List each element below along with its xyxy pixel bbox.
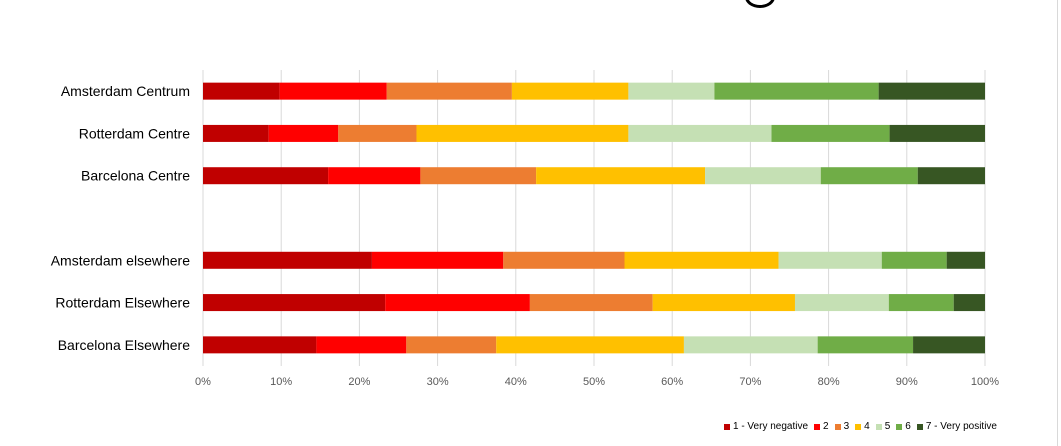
window-edge [1057,0,1058,446]
bar-segment [628,82,715,100]
bar-segment [817,336,914,354]
x-tick-label: 30% [427,376,449,388]
bar-segment [203,251,372,269]
x-tick-label: 80% [818,376,840,388]
bar-segment [420,167,537,185]
legend-item: 7 - Very positive [916,421,997,432]
bar-segment [385,294,530,312]
bar-segment [917,167,985,185]
legend-item: 4 [855,421,870,432]
x-tick-label: 70% [739,376,761,388]
bar-segment [386,82,512,100]
bar-segment [683,336,818,354]
legend-item: 2 [814,421,829,432]
bar-segment [536,167,706,185]
category-label: Barcelona Centre [81,168,190,184]
bar-segment [888,294,954,312]
legend-label: 4 [864,421,870,432]
legend-swatch [896,423,903,430]
category-label: Amsterdam elsewhere [51,252,190,268]
bar-segment [529,294,653,312]
legend-label: 5 [884,421,891,432]
legend-swatch [723,423,730,430]
legend-item: 5 [875,421,891,432]
chart-legend: 1 - Very negative 2 3 4 5 6 7 - Very positive [723,421,997,432]
legend-item: 1 - Very negative [723,421,809,432]
bar-segment [778,251,882,269]
category-label: Barcelona Elsewhere [58,337,191,353]
legend-label: 3 [843,421,850,432]
legend-item: 3 [834,421,850,432]
bar-segment [946,251,985,269]
bar-segment [889,124,985,142]
x-tick-label: 10% [270,376,292,388]
bar-segment [652,294,795,312]
legend-item: 6 [896,421,911,432]
x-tick-label: 40% [505,376,527,388]
legend-swatch [855,423,862,430]
bar-segment [878,82,985,100]
bar-segment [203,124,269,142]
bar-segment [496,336,684,354]
bar-segment [794,294,889,312]
x-tick-label: 100% [971,376,999,388]
bar-segment [371,251,504,269]
legend-label: 1 - Very negative [732,421,809,432]
bar-segment [714,82,879,100]
bar-segment [203,82,280,100]
bar-segment [705,167,821,185]
legend-label: 7 - Very positive [925,421,997,432]
bar-segment [268,124,339,142]
bar-segment [338,124,417,142]
bar-segment [628,124,772,142]
x-tick-label: 60% [661,376,683,388]
legend-swatch [814,423,821,430]
bar-segment [881,251,947,269]
bar-segment [624,251,779,269]
x-tick-label: 0% [195,376,211,388]
bar-segment [953,294,985,312]
legend-swatch [875,423,882,430]
bar-segment [203,167,329,185]
category-label: Rotterdam Centre [79,125,190,141]
bar-segment [203,336,317,354]
bar-segment [279,82,387,100]
bar-segment [406,336,497,354]
x-tick-label: 50% [583,376,605,388]
bar-segment [203,294,386,312]
legend-swatch [916,423,923,430]
x-tick-label: 20% [348,376,370,388]
legend-label: 6 [905,421,911,432]
legend-swatch [834,423,841,430]
bar-segment [316,336,407,354]
bar-segment [503,251,625,269]
bar-segment [771,124,890,142]
x-tick-label: 90% [896,376,918,388]
bar-segment [820,167,918,185]
legend-label: 2 [823,421,829,432]
bar-segment [913,336,985,354]
category-label: Rotterdam Elsewhere [55,295,190,311]
bar-segment [416,124,629,142]
category-label: Amsterdam Centrum [61,83,190,99]
bar-segment [328,167,421,185]
bar-segment [511,82,629,100]
